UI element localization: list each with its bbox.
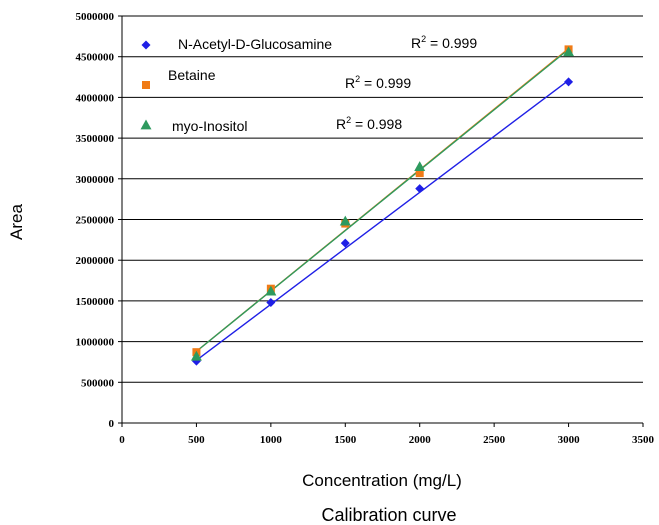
trendline-0 (196, 79, 569, 361)
r-squared-label: R2 = 0.999 (411, 34, 477, 51)
data-point-series-2 (265, 285, 277, 296)
trendline-2 (195, 48, 570, 352)
y-tick-label: 2500000 (76, 215, 115, 227)
y-tick-label: 0 (109, 418, 115, 430)
x-tick-label: 1000 (260, 434, 283, 446)
data-markers (190, 45, 575, 366)
y-tick-label: 4500000 (76, 52, 115, 64)
x-tick-label: 3000 (558, 434, 581, 446)
r-squared-label: R2 = 0.999 (345, 74, 411, 91)
x-tick-label: 2000 (409, 434, 432, 446)
data-point-series-2 (414, 161, 426, 171)
data-point-series-0 (266, 298, 276, 308)
data-point-series-0 (415, 184, 425, 194)
x-tick-label: 0 (119, 434, 125, 446)
data-point-series-0 (340, 238, 350, 248)
legend-label: Betaine (168, 67, 216, 83)
legend-marker-diamond-icon (141, 40, 151, 50)
x-axis-title: Concentration (mg/L) (302, 471, 462, 490)
y-axis-title: Area (7, 204, 26, 240)
r-squared-labels: R2 = 0.999 R2 = 0.999 R2 = 0.998 (336, 34, 477, 132)
y-tick-label: 1000000 (76, 337, 115, 349)
y-tick-label: 3000000 (76, 174, 115, 186)
y-tick-label: 1500000 (76, 296, 115, 308)
y-tick-label: 4000000 (76, 92, 115, 104)
legend-label: N-Acetyl-D-Glucosamine (178, 36, 332, 52)
y-tick-label: 5000000 (76, 11, 115, 23)
data-point-series-2 (339, 215, 351, 226)
x-tick-label: 2500 (483, 434, 506, 446)
chart-caption: Calibration curve (321, 505, 456, 525)
tick-labels: 0500000100000015000002000000250000030000… (76, 11, 655, 446)
data-point-series-1 (415, 169, 424, 178)
x-tick-label: 3500 (632, 434, 655, 446)
r-squared-label: R2 = 0.998 (336, 115, 402, 132)
y-tick-label: 2000000 (76, 255, 115, 267)
trendlines (195, 48, 570, 361)
data-point-series-2 (190, 350, 202, 361)
legend-marker-square-icon (142, 81, 150, 89)
y-tick-label: 3500000 (76, 133, 115, 145)
legend: N-Acetyl-D-Glucosamine Betaine myo-Inosito… (140, 36, 332, 134)
x-tick-label: 500 (188, 434, 205, 446)
y-tick-label: 500000 (81, 377, 115, 389)
axes (118, 15, 644, 427)
legend-marker-triangle-icon (140, 119, 152, 130)
x-tick-label: 1500 (334, 434, 357, 446)
data-point-series-2 (563, 46, 575, 57)
data-point-series-0 (564, 77, 574, 87)
legend-label: myo-Inositol (172, 118, 247, 134)
